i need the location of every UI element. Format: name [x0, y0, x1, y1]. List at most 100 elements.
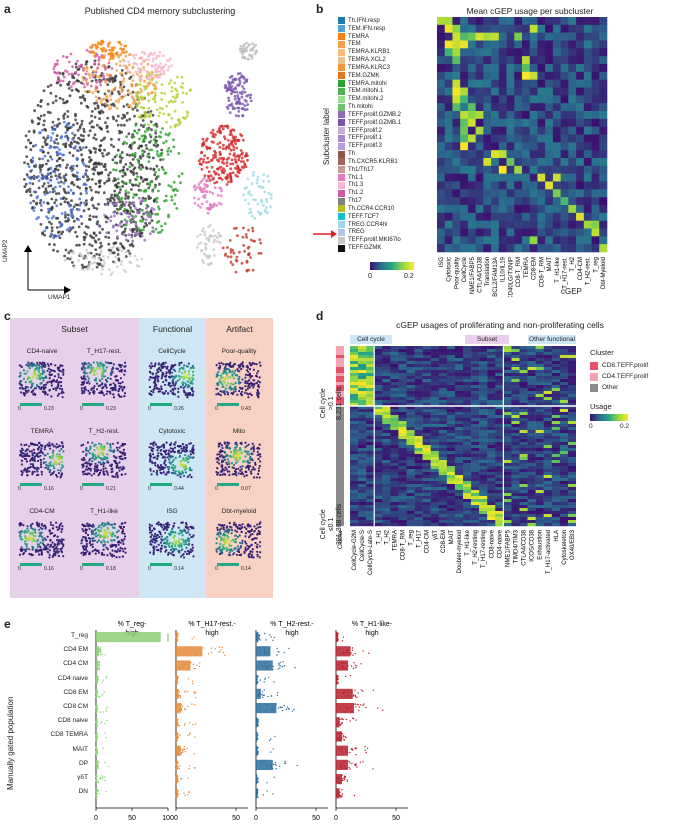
heatmap-cell	[545, 32, 554, 41]
heatmap-cell	[576, 244, 585, 253]
umap-point	[138, 182, 142, 185]
umap-point	[64, 248, 68, 252]
umap-point	[139, 156, 143, 160]
legend-swatch	[338, 134, 345, 142]
heatmap-cell	[475, 220, 484, 229]
umap-mini-point	[85, 452, 88, 455]
heatmap-cell	[522, 212, 531, 221]
umap-point	[88, 89, 91, 93]
umap-point	[232, 153, 236, 157]
heatmap-cell	[452, 158, 461, 167]
heatmap-cell	[522, 71, 531, 80]
umap-mini-point	[38, 374, 41, 377]
heatmap-cell	[514, 48, 523, 57]
umap-mini-point	[216, 453, 219, 456]
umap-mini-point	[80, 387, 83, 390]
umap-point	[155, 200, 159, 204]
heatmap-cell	[483, 64, 492, 73]
legend-label: TEFF.prolif.GZMB.2	[348, 111, 402, 118]
umap-point	[228, 239, 232, 242]
umap-mini-point	[188, 378, 191, 381]
umap-point	[238, 250, 241, 254]
umap-point	[131, 101, 135, 105]
umap-point	[48, 190, 52, 194]
umap-mini-point	[27, 361, 30, 364]
legend-swatch	[338, 119, 345, 127]
umap-mini-point	[251, 362, 254, 365]
umap-mini-point	[31, 452, 34, 455]
umap-point	[120, 69, 124, 72]
umap-mini-point	[251, 442, 254, 445]
umap-point	[225, 175, 229, 179]
umap-point	[173, 202, 177, 206]
umap-point	[26, 162, 30, 166]
heatmap-cell	[452, 173, 461, 182]
umap-point	[240, 261, 244, 265]
heatmap-cell	[537, 173, 546, 182]
umap-point	[229, 129, 233, 133]
umap-mini-point	[185, 444, 188, 447]
umap-point	[230, 140, 234, 144]
heatmap-cell	[545, 244, 554, 253]
umap-point	[157, 205, 160, 209]
umap-mini-point	[24, 389, 27, 392]
umap-point	[122, 171, 125, 174]
umap-point	[92, 172, 96, 176]
umap-point	[128, 117, 132, 121]
umap-point	[103, 181, 107, 185]
umap-mini-point	[105, 366, 108, 369]
heatmap-cell	[491, 17, 500, 26]
umap-point	[39, 223, 43, 226]
umap-point	[131, 183, 134, 187]
umap-mini-point	[94, 379, 97, 382]
umap-point	[240, 107, 244, 111]
heatmap-cell	[506, 40, 515, 49]
heatmap-cell	[568, 244, 577, 253]
umap-point	[211, 191, 215, 195]
umap-point	[111, 158, 115, 162]
umap-point	[139, 208, 143, 212]
umap-mini-point	[189, 453, 192, 456]
umap-mini-point	[120, 473, 123, 476]
legend-label: Th1/Th17	[348, 166, 374, 173]
umap-mini-point	[250, 472, 253, 475]
legend-label: Th17	[348, 198, 362, 205]
umap-mini-point	[26, 386, 29, 389]
heatmap-cell	[591, 118, 600, 127]
umap-point	[149, 111, 152, 115]
heatmap-cell	[583, 103, 592, 112]
umap-mini-point	[244, 385, 247, 388]
umap-point	[120, 97, 123, 100]
heatmap-b-colorbar	[370, 262, 414, 270]
heatmap-cell	[444, 142, 453, 151]
umap-point	[196, 235, 200, 238]
heatmap-cell	[506, 95, 515, 104]
umap-point	[102, 97, 105, 101]
umap-point	[105, 231, 109, 235]
umap-mini-point	[167, 470, 170, 474]
legend-item-17: Th	[338, 150, 355, 158]
heatmap-cell	[498, 32, 507, 41]
umap-mini-point	[239, 392, 242, 395]
heatmap-cell	[545, 71, 554, 80]
heatmap-cell	[437, 189, 446, 198]
umap-point	[193, 201, 197, 205]
umap-point	[123, 218, 127, 222]
umap-point	[78, 146, 82, 149]
umap-point	[114, 74, 118, 78]
umap-point	[94, 70, 98, 74]
umap-point	[151, 189, 155, 193]
umap-mini-point	[252, 368, 255, 371]
umap-mini-point	[228, 470, 231, 473]
umap-point	[155, 54, 159, 58]
umap-mini-point	[29, 386, 33, 389]
heatmap-cell	[560, 103, 569, 112]
umap-point	[243, 81, 246, 85]
umap-point	[66, 115, 70, 118]
umap-mini-point	[56, 394, 59, 397]
umap-mini-point	[218, 453, 221, 456]
legend-swatch	[338, 221, 345, 229]
heatmap-cell	[506, 24, 515, 33]
umap-point	[259, 241, 263, 245]
heatmap-cell	[437, 197, 446, 206]
